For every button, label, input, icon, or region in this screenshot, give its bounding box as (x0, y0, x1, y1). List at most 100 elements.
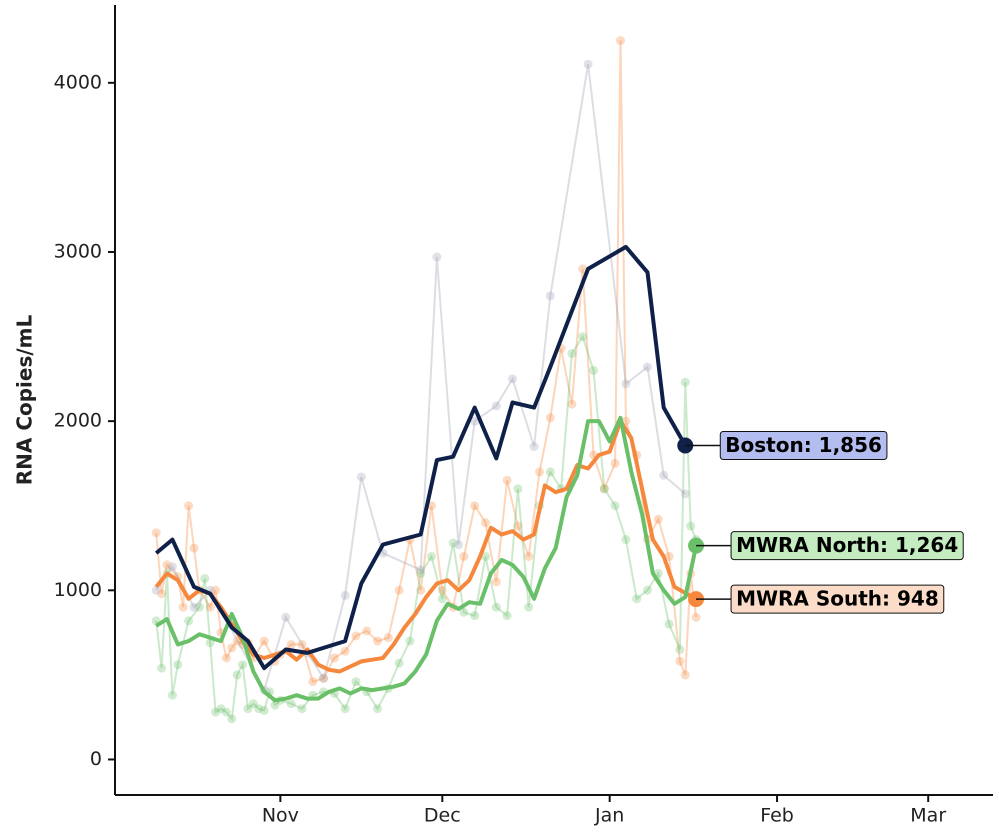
raw-point (205, 638, 215, 648)
y-axis-label: RNA Copies/mL (13, 314, 37, 485)
raw-point (340, 704, 350, 714)
raw-point (545, 291, 555, 301)
raw-point (221, 707, 231, 717)
raw-point (459, 551, 469, 561)
raw-point (545, 413, 555, 423)
raw-point (340, 646, 350, 656)
raw-point (232, 670, 242, 680)
raw-point (610, 501, 620, 511)
x-tick-label: Feb (760, 805, 794, 827)
raw-point (659, 470, 669, 480)
raw-point (205, 602, 215, 612)
raw-point (340, 590, 350, 600)
raw-point (189, 543, 199, 553)
raw-point (642, 585, 652, 595)
raw-point (297, 704, 307, 714)
raw-point (373, 636, 383, 646)
raw-point (151, 585, 161, 595)
raw-point (157, 589, 167, 599)
raw-point (351, 631, 361, 641)
raw-point (259, 636, 269, 646)
raw-point (491, 577, 501, 587)
raw-point (437, 585, 447, 595)
raw-point (248, 699, 258, 709)
raw-point (351, 677, 361, 687)
raw-point (405, 636, 415, 646)
raw-point (200, 573, 210, 583)
raw-point (162, 560, 172, 570)
raw-point (513, 484, 523, 494)
raw-point (599, 484, 609, 494)
raw-point (535, 467, 545, 477)
y-tick-label: 4000 (54, 71, 102, 93)
raw-point (329, 653, 339, 663)
end-label: Boston: 1,856 (719, 431, 888, 461)
y-tick-label: 1000 (54, 579, 102, 601)
raw-point (184, 501, 194, 511)
raw-point (680, 670, 690, 680)
end-label: MWRA North: 1,264 (730, 531, 964, 561)
end-label-box (730, 531, 964, 561)
raw-point (362, 626, 372, 636)
x-tick-label: Nov (262, 805, 299, 827)
x-tick-label: Dec (424, 805, 461, 827)
raw-point (664, 619, 674, 629)
raw-point (599, 484, 609, 494)
raw-point (686, 521, 696, 531)
raw-point (308, 677, 318, 687)
raw-line (155, 64, 686, 693)
end-label-text: MWRA South: 948 (736, 587, 939, 611)
raw-point (481, 518, 491, 528)
raw-point (642, 362, 652, 372)
raw-point (567, 348, 577, 358)
raw-point (151, 528, 161, 538)
raw-point (416, 565, 426, 575)
raw-point (680, 489, 690, 499)
raw-point (437, 594, 447, 604)
raw-point (491, 602, 501, 612)
raw-line (155, 334, 698, 722)
raw-point (454, 540, 464, 550)
raw-point (578, 332, 588, 342)
raw-point (567, 399, 577, 409)
raw-point (432, 252, 442, 262)
raw-line (155, 40, 698, 683)
end-label-box (719, 431, 888, 461)
raw-point (173, 660, 183, 670)
raw-point (211, 707, 221, 717)
raw-point (459, 607, 469, 617)
raw-point (394, 658, 404, 668)
raw-point (513, 521, 523, 531)
raw-point (680, 377, 690, 387)
raw-point (470, 416, 480, 426)
y-tick-label: 2000 (54, 410, 102, 432)
raw-point (524, 602, 534, 612)
raw-point (270, 700, 280, 710)
raw-point (583, 59, 593, 69)
raw-point (394, 585, 404, 595)
raw-point (281, 612, 291, 622)
raw-point (383, 633, 393, 643)
raw-point (286, 699, 296, 709)
raw-point (189, 602, 199, 612)
raw-point (167, 562, 177, 572)
smoothed-line (155, 415, 699, 703)
raw-point (508, 374, 518, 384)
raw-point (416, 585, 426, 595)
raw-point (529, 442, 539, 452)
raw-point (227, 714, 237, 724)
raw-point (675, 656, 685, 666)
raw-point (216, 704, 226, 714)
end-label-box (730, 584, 945, 614)
raw-point (470, 501, 480, 511)
raw-point (167, 690, 177, 700)
raw-point (448, 538, 458, 548)
raw-point (615, 36, 625, 46)
raw-point (578, 264, 588, 274)
raw-point (675, 645, 685, 655)
raw-point (470, 611, 480, 621)
smoothed-line (154, 244, 688, 671)
raw-point (227, 643, 237, 653)
raw-point (286, 639, 296, 649)
